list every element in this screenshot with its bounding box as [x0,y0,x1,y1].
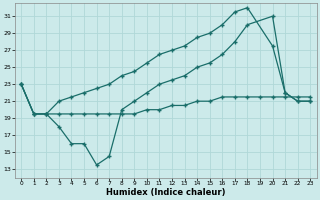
X-axis label: Humidex (Indice chaleur): Humidex (Indice chaleur) [106,188,226,197]
